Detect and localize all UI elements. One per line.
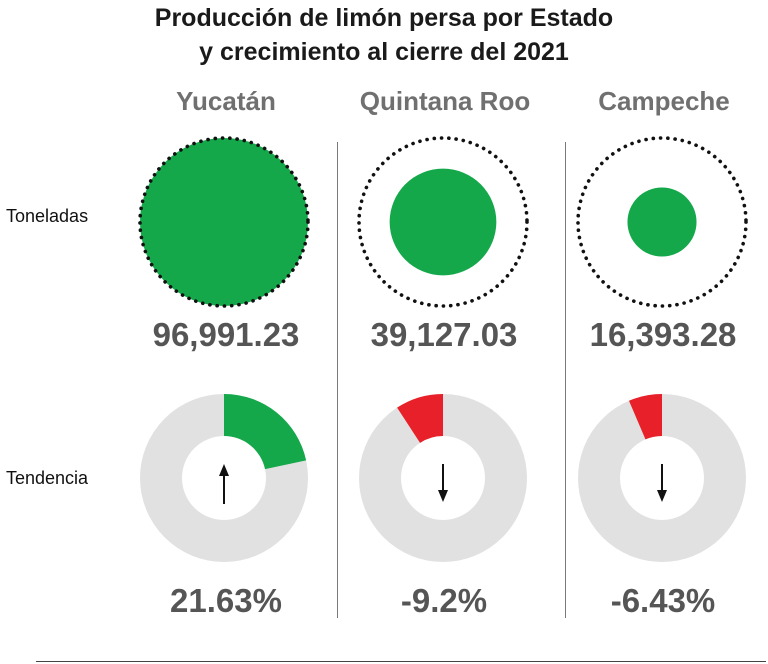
up-arrow-head-yucatan [219,464,229,476]
column-divider [337,142,338,618]
reference-ring-campeche [576,136,748,308]
tons-value-campeche: 16,393.28 [589,316,737,353]
column-divider [565,142,566,618]
row-label-toneladas: Toneladas [6,206,89,226]
production-bubble-campeche [627,187,697,257]
state-label-quintana-roo: Quintana Roo [359,86,531,116]
growth-value-yucatan: 21.63% [170,582,282,619]
down-arrow-head-quintana-roo [438,490,448,502]
trend-segment-campeche [628,394,662,440]
growth-value-quintana-roo: -9.2% [400,582,488,619]
production-bubble-quintana-roo [389,168,497,276]
state-label-yucatan: Yucatán [176,86,276,116]
title-line-1: Producción de limón persa por Estado [154,4,614,32]
tons-value-yucatan: 96,991.23 [152,316,300,353]
trend-segment-yucatan [224,394,307,470]
growth-value-campeche: -6.43% [610,582,716,619]
tons-value-quintana-roo: 39,127.03 [370,316,518,353]
state-label-campeche: Campeche [598,86,730,116]
reference-ring-yucatan [138,136,310,308]
production-bubble-yucatan [140,138,308,306]
trend-segment-quintana-roo [397,394,443,443]
down-arrow-head-campeche [657,490,667,502]
title-line-2: y crecimiento al cierre del 2021 [199,38,569,66]
reference-ring-quintana-roo [357,136,529,308]
footer-rule [36,661,766,662]
row-label-tendencia: Tendencia [6,468,89,488]
